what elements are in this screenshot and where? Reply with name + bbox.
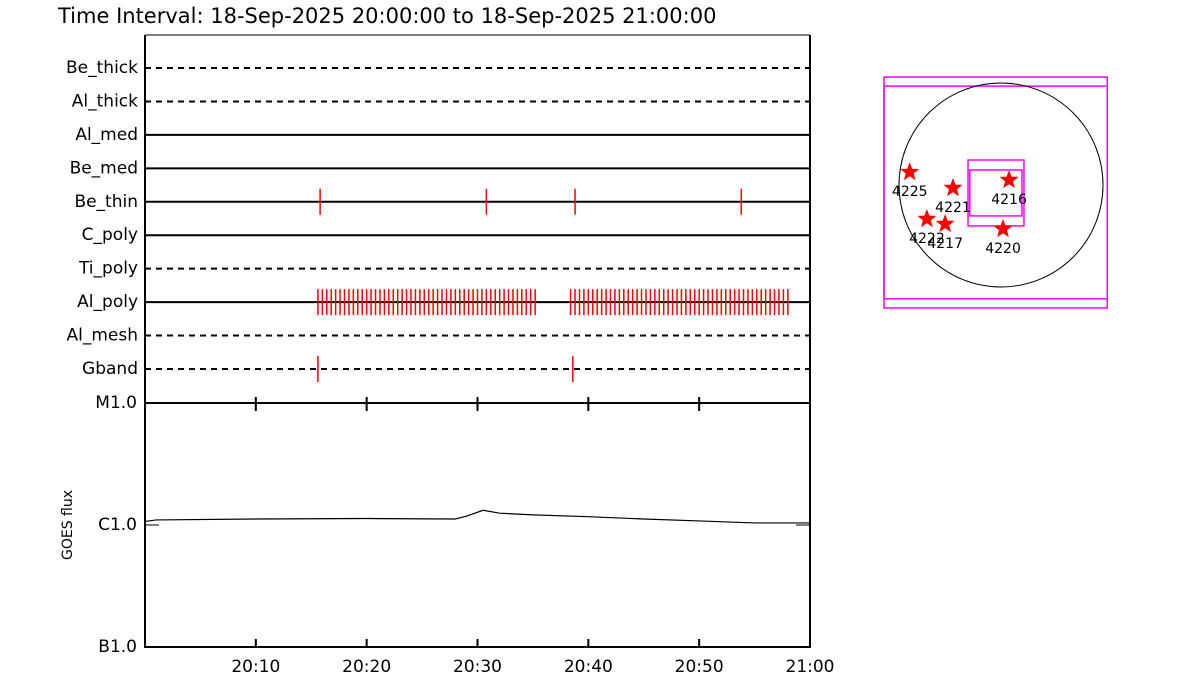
filter-label: C_poly: [82, 225, 138, 245]
filter-label: Al_mesh: [66, 326, 138, 346]
x-tick-label: 21:00: [786, 657, 835, 677]
y-axis-label: GOES flux: [60, 490, 76, 560]
filter-label: Al_poly: [77, 292, 138, 312]
region-star: [993, 219, 1013, 238]
solar-disk: [898, 82, 1104, 288]
region-label: 4217: [927, 236, 963, 252]
region-label: 4222: [909, 231, 945, 247]
filter-label: Gband: [82, 359, 138, 379]
filter-label: Al_thick: [72, 91, 138, 111]
x-tick-label: 20:30: [453, 657, 502, 677]
region-label: 4221: [935, 200, 971, 216]
y-tick-label: C1.0: [98, 515, 137, 535]
region-star: [943, 178, 963, 197]
filter-label: Be_thin: [74, 192, 138, 212]
region-label: 4220: [985, 241, 1021, 257]
fov-box: [969, 169, 1023, 217]
fov-box: [883, 85, 1109, 300]
x-tick-label: 20:20: [342, 657, 391, 677]
region-star: [900, 162, 920, 181]
filter-label: Al_med: [75, 125, 138, 145]
chart-title: Time Interval: 18-Sep-2025 20:00:00 to 1…: [57, 4, 716, 28]
x-tick-label: 20:50: [675, 657, 724, 677]
filter-label: Be_thick: [66, 58, 138, 78]
y-tick-label: B1.0: [98, 637, 137, 657]
region-label: 4216: [991, 192, 1027, 208]
region-star: [917, 209, 937, 228]
x-tick-label: 20:10: [231, 657, 280, 677]
region-label: 4225: [892, 184, 928, 200]
region-star: [999, 170, 1019, 188]
filter-label: Be_med: [70, 158, 138, 178]
filter-label: Ti_poly: [78, 259, 138, 279]
goes-line: [144, 509, 810, 524]
x-tick-label: 20:40: [564, 657, 613, 677]
region-star: [935, 214, 955, 233]
y-tick-label: M1.0: [95, 393, 137, 413]
